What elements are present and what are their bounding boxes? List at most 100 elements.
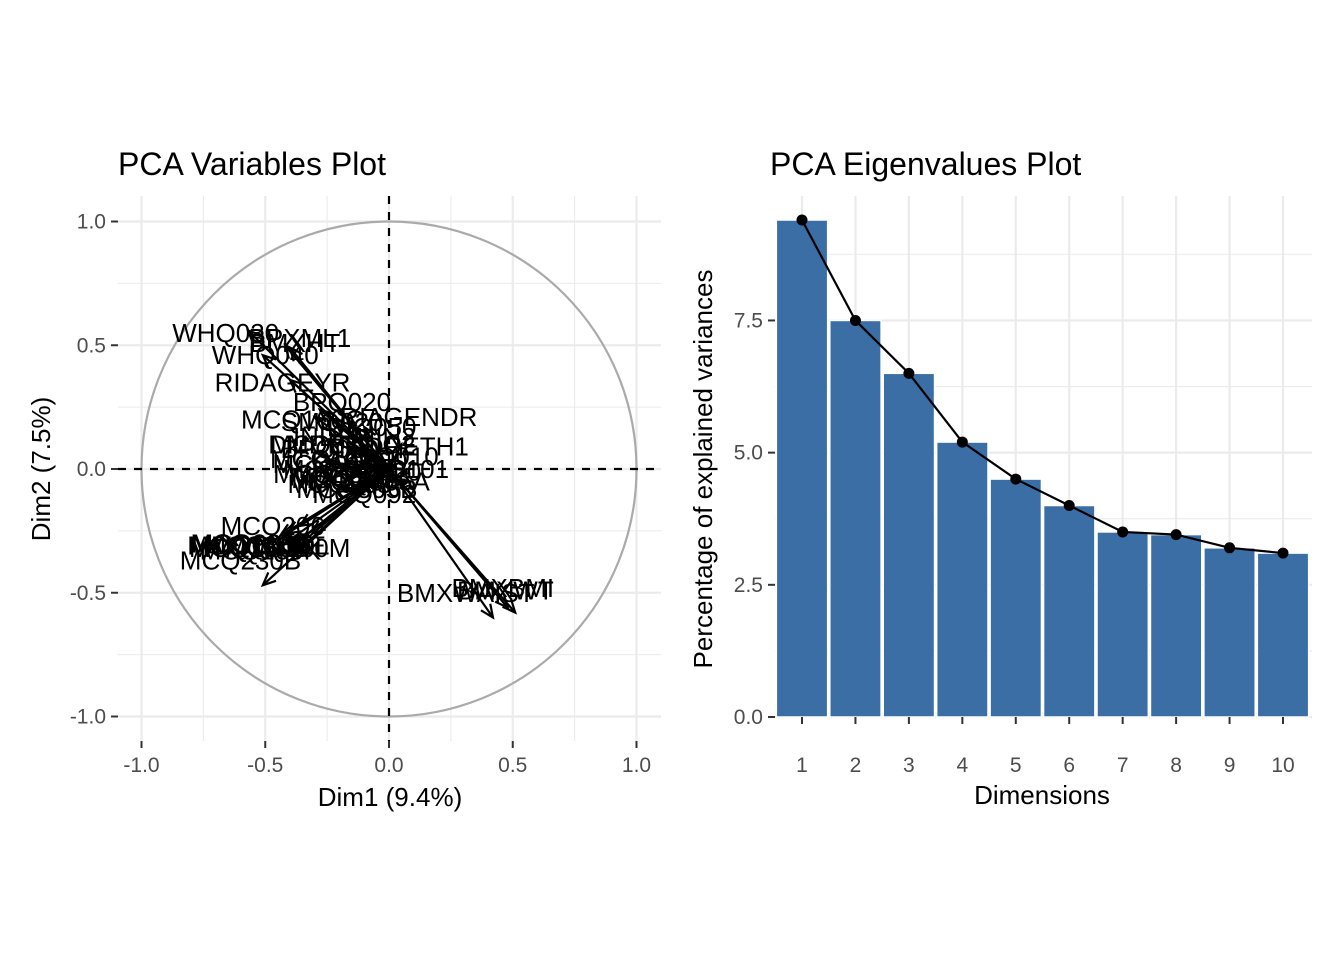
eigenvalues-x-tick-label: 5 (1010, 754, 1022, 777)
variable-label-mcq160g: MCQ160G (270, 444, 394, 474)
arrow-head (288, 345, 303, 362)
variable-label-bmxwt: BMXWT (457, 575, 554, 605)
pca-y-tick-label: -0.5 (70, 582, 106, 605)
eigenvalue-point-1 (796, 214, 808, 226)
pca-eigenvalues-title: PCA Eigenvalues Plot (770, 146, 1081, 182)
arrow-head (245, 328, 262, 344)
variable-label-paq650: PAQ650 (311, 447, 407, 477)
variable-label-mcq160k: MCQ160K (200, 536, 322, 566)
variable-label-mcq092: MCQ092 (312, 479, 416, 509)
variable-label-mcq160m: MCQ160M (225, 533, 351, 563)
eigenvalue-bar-1 (775, 219, 829, 718)
arrow-shaft (388, 468, 509, 609)
variable-arrow-diq050 (352, 424, 390, 470)
arrow-head (312, 415, 329, 430)
arrow-head (375, 444, 389, 461)
eigenvalue-bars (775, 219, 1310, 718)
pca-x-tick-label: 0.0 (374, 754, 403, 777)
pca-x-tick-label: 1.0 (622, 754, 651, 777)
eigenvalue-bar-4 (935, 441, 989, 718)
variable-label-bmxbmi: BMXBMI (452, 573, 555, 603)
variable-label-smq020: SMQ020 (281, 407, 384, 437)
variable-label-mcq010: MCQ010 (273, 449, 377, 479)
eigenvalues-x-tick-label: 8 (1170, 754, 1182, 777)
variable-label-mcq160a: MCQ160A (291, 464, 413, 494)
variable-label-mcq220: MCQ220 (317, 456, 421, 486)
eigenvalue-point-9 (1224, 542, 1236, 554)
eigenvalues-y-tick-label: 2.5 (734, 574, 763, 597)
variable-label-mcq300b: MCQ300B (289, 461, 410, 491)
variable-label-whq030: WHQ030 (172, 318, 279, 348)
variable-label-diq050: DIQ050 (327, 412, 417, 442)
arrow-head (349, 465, 366, 479)
variable-label-mcq160e: MCQ160E (205, 531, 326, 561)
arrow-head (260, 572, 277, 588)
pca-y-tick-label: 0.5 (77, 334, 106, 357)
eigenvalues-x-tick-label: 9 (1224, 754, 1236, 777)
variable-label-bpq020: BPQ020 (293, 387, 391, 417)
eigenvalues-y-axis-title: Percentage of explained variances (688, 270, 718, 669)
eigenvalues-x-tick-label: 2 (850, 754, 862, 777)
eigenvalue-point-2 (849, 314, 861, 326)
variable-label-mcq230b: MCQ230B (180, 546, 301, 576)
variable-label-mcq220c: MCQ220C (191, 528, 314, 558)
pca-y-tick-label: 1.0 (77, 211, 106, 234)
pca-y-tick-label: 0.0 (77, 458, 106, 481)
arrow-head (332, 417, 349, 433)
variable-label-whq040: WHQ040 (212, 340, 319, 370)
pca-variables-panel: PCA Variables Plot WHQ030BPXML1BMXHTWHQ0… (26, 146, 661, 812)
arrow-head (347, 445, 364, 459)
eigenvalues-x-tick-label: 1 (796, 754, 808, 777)
variable-label-bpxml1: BPXML1 (249, 323, 352, 353)
eigenvalue-bar-5 (989, 478, 1043, 718)
arrow-head (494, 593, 510, 610)
variable-label-bpq080: BPQ080 (280, 434, 378, 464)
eigenvalue-point-3 (903, 367, 915, 379)
arrow-head (389, 441, 403, 459)
eigenvalues-y-tick-label: 5.0 (734, 442, 763, 465)
variable-label-mcq160l: MCQ160L (211, 531, 330, 561)
arrow-head (502, 598, 518, 615)
variable-label-bmxwaist: BMXWAIST (397, 578, 535, 608)
arrow-head (480, 603, 495, 620)
eigenvalue-line (801, 219, 1284, 555)
variable-label-mcq160d: MCQ160D (189, 533, 312, 563)
eigenvalues-y-tick-label: 7.5 (734, 309, 763, 332)
eigenvalues-x-axis-ticks: 1 2 3 4 5 6 7 8 9 10 (796, 717, 1295, 777)
arrow-shaft (351, 467, 390, 476)
pca-eigenvalues-panel: PCA Eigenvalues Plot 1 2 3 4 5 6 7 8 9 10 0.0 2.5 5… (688, 146, 1312, 810)
variable-arrow-mcq230b (260, 468, 390, 588)
eigenvalue-point-6 (1063, 500, 1075, 512)
variable-label-dmdeduc2: DMDEDUC2 (268, 429, 415, 459)
eigenvalue-point-5 (1010, 473, 1022, 485)
eigenvalue-bar-10 (1256, 552, 1310, 718)
variable-label-mcq160n: MCQ160N (273, 459, 396, 489)
eigenvalue-bar-2 (829, 319, 882, 718)
eigenvalues-y-axis-ticks: 0.0 2.5 5.0 7.5 (734, 309, 775, 729)
variable-arrow-bmxwt (388, 468, 510, 610)
eigenvalue-points (796, 214, 1289, 559)
pca-x-axis-ticks: -1.0 -0.5 0.0 0.5 1.0 (123, 741, 651, 777)
variable-label-mcq206: MCQ206 (221, 511, 325, 541)
eigenvalue-bar-7 (1096, 531, 1150, 718)
arrow-shaft (262, 468, 390, 587)
variable-labels: WHQ030BPXML1BMXHTWHQ040RIDAGEYRBPQ020RIA… (172, 318, 554, 608)
eigenvalue-point-8 (1170, 529, 1182, 541)
variable-label-mcq160f: MCQ160F (190, 528, 310, 558)
variable-label-mcq203: MCQ203 (287, 469, 391, 499)
arrow-head (260, 353, 277, 369)
pca-x-tick-label: -1.0 (123, 754, 159, 777)
variable-label-bmxht: BMXHT (249, 328, 340, 358)
variable-label-indhhin2: INDHHIN2 (293, 422, 416, 452)
variable-label-ridreth1: RIDRETH1 (339, 432, 469, 462)
variable-label-ridageyr: RIDAGEYR (215, 367, 351, 397)
variable-label-mcq300c: MCQ300C (283, 454, 406, 484)
arrow-head (321, 456, 339, 470)
eigenvalues-x-tick-label: 10 (1271, 754, 1294, 777)
variable-arrow-bmxwaist (388, 468, 495, 620)
eigenvalue-point-10 (1277, 547, 1289, 559)
arrow-head (292, 539, 309, 555)
eigenvalues-x-tick-label: 6 (1063, 754, 1075, 777)
variable-label-mcq365b: MCQ365B (296, 474, 417, 504)
